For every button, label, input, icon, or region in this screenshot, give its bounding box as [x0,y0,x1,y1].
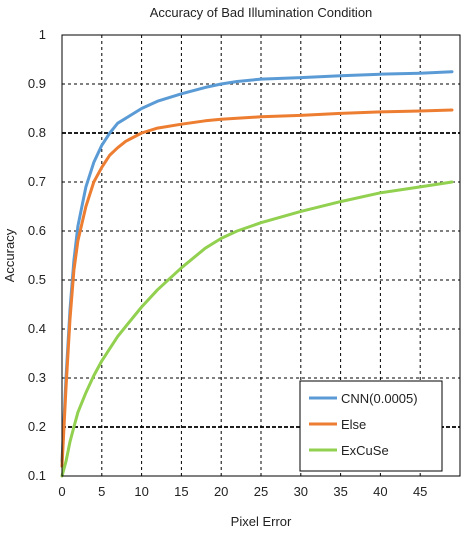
y-axis-title: Accuracy [2,228,17,282]
y-tick-label: 0.9 [28,76,46,91]
x-tick-label: 45 [413,484,427,499]
legend: CNN(0.0005) Else ExCuSe [299,380,443,472]
y-tick-label: 0.4 [28,321,46,336]
plot-frame [61,34,461,477]
legend-label: ExCuSe [341,443,389,458]
x-tick-label: 10 [134,484,148,499]
x-tick-label: 15 [174,484,188,499]
x-tick-label: 35 [333,484,347,499]
y-axis-ticks: 0.1 0.2 0.3 0.4 0.5 0.6 0.7 0.8 0.9 1 [28,27,46,483]
y-tick-label: 0.5 [28,272,46,287]
x-tick-label: 40 [373,484,387,499]
x-tick-label: 25 [254,484,268,499]
y-tick-label: 0.1 [28,468,46,483]
y-tick-label: 0.7 [28,174,46,189]
x-tick-label: 0 [58,484,65,499]
x-axis-ticks: 0 5 10 15 20 25 30 35 40 45 [58,484,427,499]
x-axis-title: Pixel Error [231,514,292,529]
x-tick-label: 30 [294,484,308,499]
chart-title: Accuracy of Bad Illumination Condition [150,5,373,20]
legend-items: CNN(0.0005) Else ExCuSe [309,391,418,458]
series-line-0 [60,70,454,463]
legend-label: CNN(0.0005) [341,391,418,406]
x-tick-label: 5 [98,484,105,499]
y-tick-label: 0.6 [28,223,46,238]
series-lines [60,70,454,478]
y-tick-label: 0.3 [28,370,46,385]
x-tick-label: 20 [214,484,228,499]
y-tick-label: 1 [39,27,46,42]
y-tick-label: 0.8 [28,125,46,140]
series-line-1 [60,108,454,468]
legend-label: Else [341,417,366,432]
legend-box [299,380,443,472]
y-tick-label: 0.2 [28,419,46,434]
series-line-2 [60,180,454,478]
